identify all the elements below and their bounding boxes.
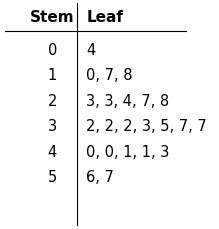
Text: 0, 7, 8: 0, 7, 8 <box>86 68 133 83</box>
Text: 3: 3 <box>48 119 57 134</box>
Text: 4: 4 <box>48 144 57 159</box>
Text: 5: 5 <box>48 169 57 184</box>
Text: 4: 4 <box>86 43 96 57</box>
Text: 6, 7: 6, 7 <box>86 169 114 184</box>
Text: 3, 3, 4, 7, 8: 3, 3, 4, 7, 8 <box>86 93 170 108</box>
Text: 0: 0 <box>48 43 57 57</box>
Text: Stem: Stem <box>30 10 75 25</box>
Text: 1: 1 <box>48 68 57 83</box>
Text: 2, 2, 2, 3, 5, 7, 7: 2, 2, 2, 3, 5, 7, 7 <box>86 119 207 134</box>
Text: 2: 2 <box>48 93 57 108</box>
Text: 0, 0, 1, 1, 3: 0, 0, 1, 1, 3 <box>86 144 170 159</box>
Text: Leaf: Leaf <box>86 10 123 25</box>
